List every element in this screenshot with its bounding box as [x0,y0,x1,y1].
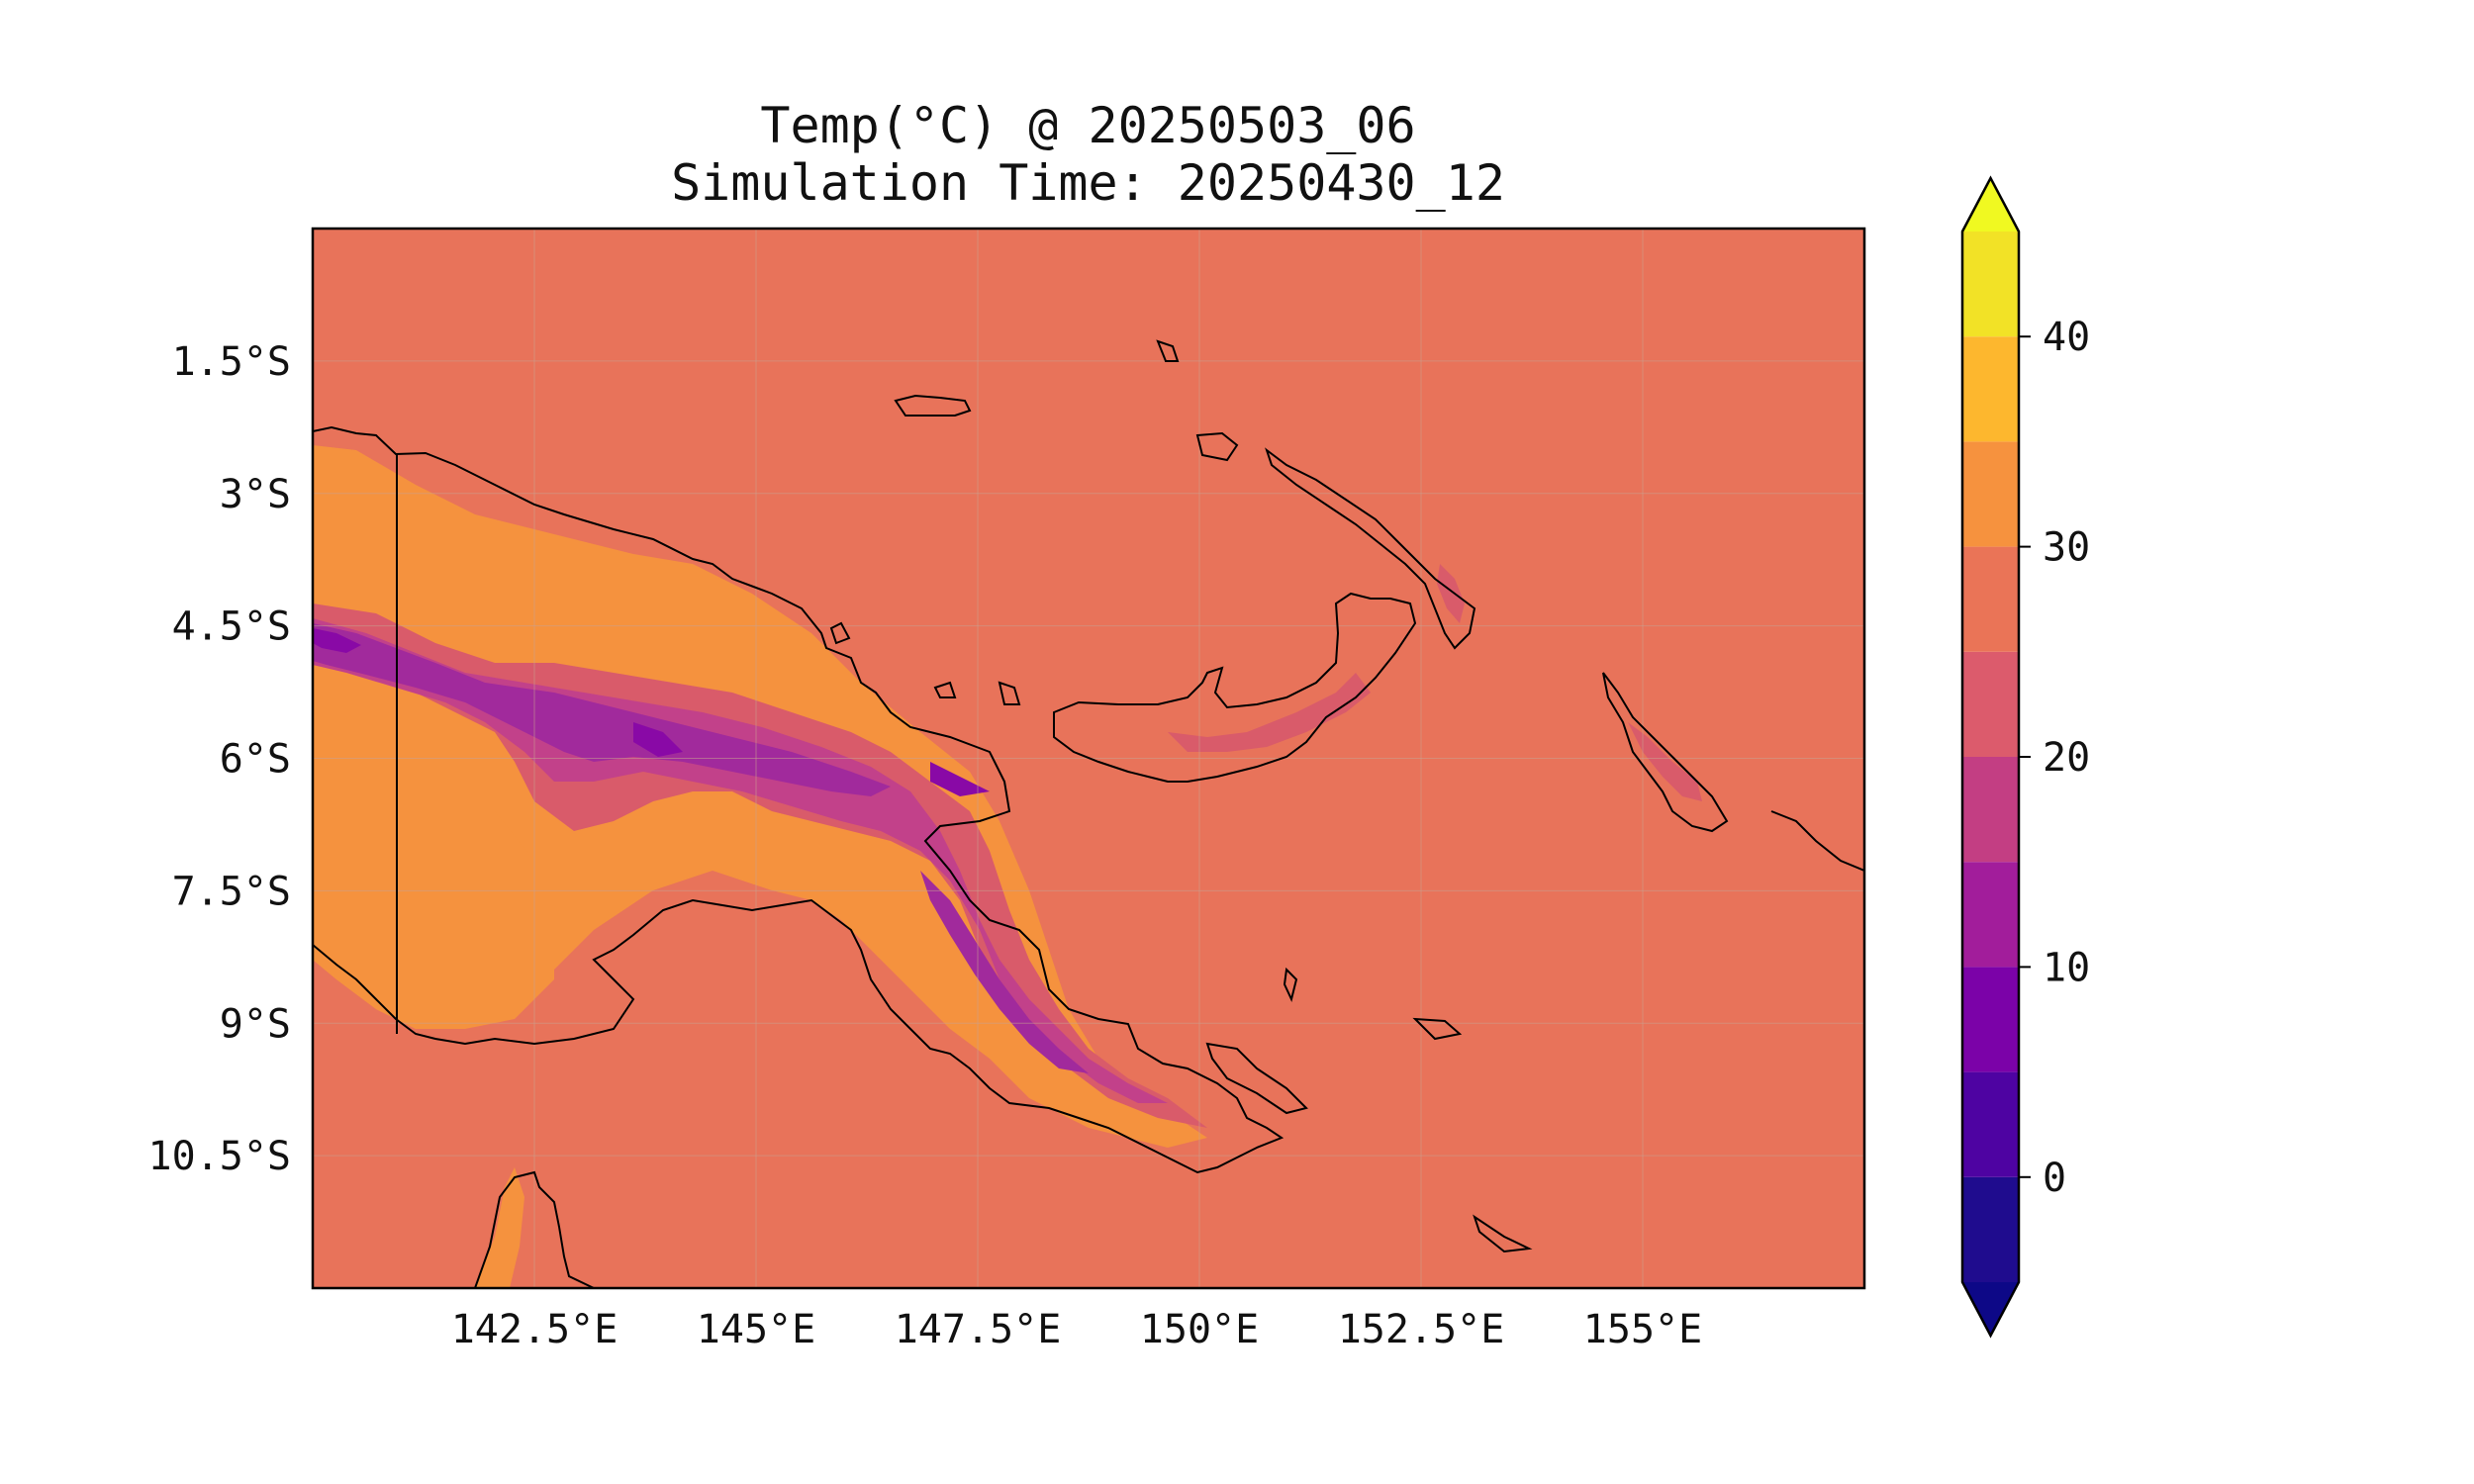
x-tick-label: 152.5°E [1338,1307,1505,1352]
coastlines [313,339,1864,1288]
x-tick-label: 155°E [1583,1307,1702,1352]
island-coastline [998,681,1021,705]
island-coastline [1205,1042,1308,1115]
colorbar-segment [1962,967,2019,1072]
island-coastline [933,681,957,698]
island-coastline [1283,967,1298,1002]
colorbar-tick-label: 40 [2043,315,2090,360]
colorbar-tick-label: 30 [2043,525,2090,571]
map-title-line2: Simulation Time: 20250430_12 [671,154,1505,212]
cape-york-coastline [474,1170,595,1288]
solomons-coastline [1770,810,1864,872]
y-tick-label: 4.5°S [172,604,291,650]
colorbar-tick-label: 0 [2043,1156,2066,1201]
map-title-line1: Temp(°C) @ 20250503_06 [760,97,1416,154]
colorbar-segment [1962,862,2019,968]
manus-island-coastline [894,394,972,417]
island-coastline [1412,1017,1463,1041]
highland-band-10-15 [920,871,1089,1073]
y-tick-label: 3°S [220,472,291,517]
island-coastline [1156,339,1180,362]
island-coastline [1473,1214,1533,1253]
gridlines [313,229,1864,1288]
highland-band-10-15 [313,623,891,796]
colorbar-under-arrow [1962,1282,2019,1336]
x-tick-label: 147.5°E [895,1307,1062,1352]
colorbar-over-arrow [1962,178,2019,232]
y-tick-label: 1.5°S [172,339,291,385]
new-guinea-coastline [313,425,1285,1174]
y-tick-label: 10.5°S [148,1134,292,1179]
colorbar-tick-label: 10 [2043,945,2090,990]
colorbar-tick-label: 20 [2043,735,2090,781]
bougainville-coastline [1602,672,1729,833]
x-tick-label: 150°E [1140,1307,1259,1352]
bougainville-band [1628,722,1702,801]
island-coastline [1195,431,1239,462]
colorbar-segment [1962,546,2019,652]
x-tick-label: 142.5°E [451,1307,618,1352]
western-lowland-band [313,762,554,1029]
new-ireland-coastline [1265,447,1476,650]
x-tick-label: 145°E [697,1307,815,1352]
island-coastline [829,621,851,645]
highland-band-5-10 [313,628,361,653]
plot-frame [311,227,1866,1290]
y-tick-label: 7.5°S [172,869,291,914]
colorbar-segment [1962,1071,2019,1177]
colorbar-segment [1962,232,2019,337]
cape-york-band [475,1167,524,1288]
colorbar-outline [1960,175,2021,1339]
new-britain-band [1168,673,1371,752]
new-britain-coastline [1053,592,1417,783]
y-tick-label: 9°S [220,1001,291,1047]
x-axis: 142.5°E 145°E 147.5°E 150°E 152.5°E 155°E [451,1307,1703,1352]
new-ireland-band [1437,564,1465,623]
colorbar-segment [1962,1176,2019,1282]
colorbar-segment [1962,336,2019,442]
highland-band-5-10 [633,722,683,757]
y-tick-label: 6°S [220,737,291,783]
highland-band-5-10 [930,762,990,796]
y-axis: 1.5°S 3°S 4.5°S 6°S 7.5°S 9°S 10.5°S [148,339,292,1179]
highland-band-15-20 [313,618,1168,1103]
colorbar-segment [1962,757,2019,863]
colorbar-segment [1962,651,2019,757]
colorbar-segment [1962,441,2019,547]
colorbar: 0 10 20 30 40 [1960,175,2090,1339]
